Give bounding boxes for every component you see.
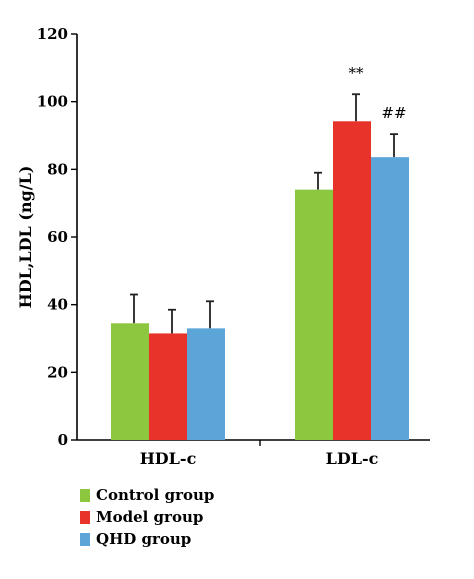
y-tick-label: 0: [58, 431, 68, 449]
legend-swatch: [80, 511, 90, 524]
bar: [371, 157, 409, 441]
y-tick-label: 120: [37, 25, 68, 43]
y-tick-label: 40: [47, 296, 68, 314]
significance-marker: **: [349, 64, 365, 82]
x-tick-label: LDL-c: [326, 449, 379, 468]
bar: [111, 323, 149, 440]
bar: [187, 328, 225, 440]
bar: [149, 333, 187, 440]
bar: [295, 189, 333, 440]
y-tick-label: 20: [47, 363, 68, 381]
legend: Control group Model group QHD group: [80, 486, 214, 548]
legend-label: Model group: [96, 508, 203, 526]
x-tick-label: HDL-c: [140, 449, 197, 468]
legend-label: QHD group: [96, 530, 191, 548]
legend-swatch: [80, 533, 90, 546]
significance-marker: ##: [381, 104, 406, 122]
y-tick-label: 60: [47, 228, 68, 246]
y-tick-label: 100: [37, 93, 68, 111]
legend-label: Control group: [96, 486, 214, 504]
legend-swatch: [80, 489, 90, 502]
y-axis-label: HDL,LDL (ng/L): [16, 166, 35, 309]
y-tick-label: 80: [47, 160, 68, 178]
bar: [333, 121, 371, 440]
labels: 0 20 40 60 80 100 120 HDL,LDL (ng/L) HDL-c LDL-c *…: [16, 25, 407, 468]
bars: [111, 93, 409, 441]
